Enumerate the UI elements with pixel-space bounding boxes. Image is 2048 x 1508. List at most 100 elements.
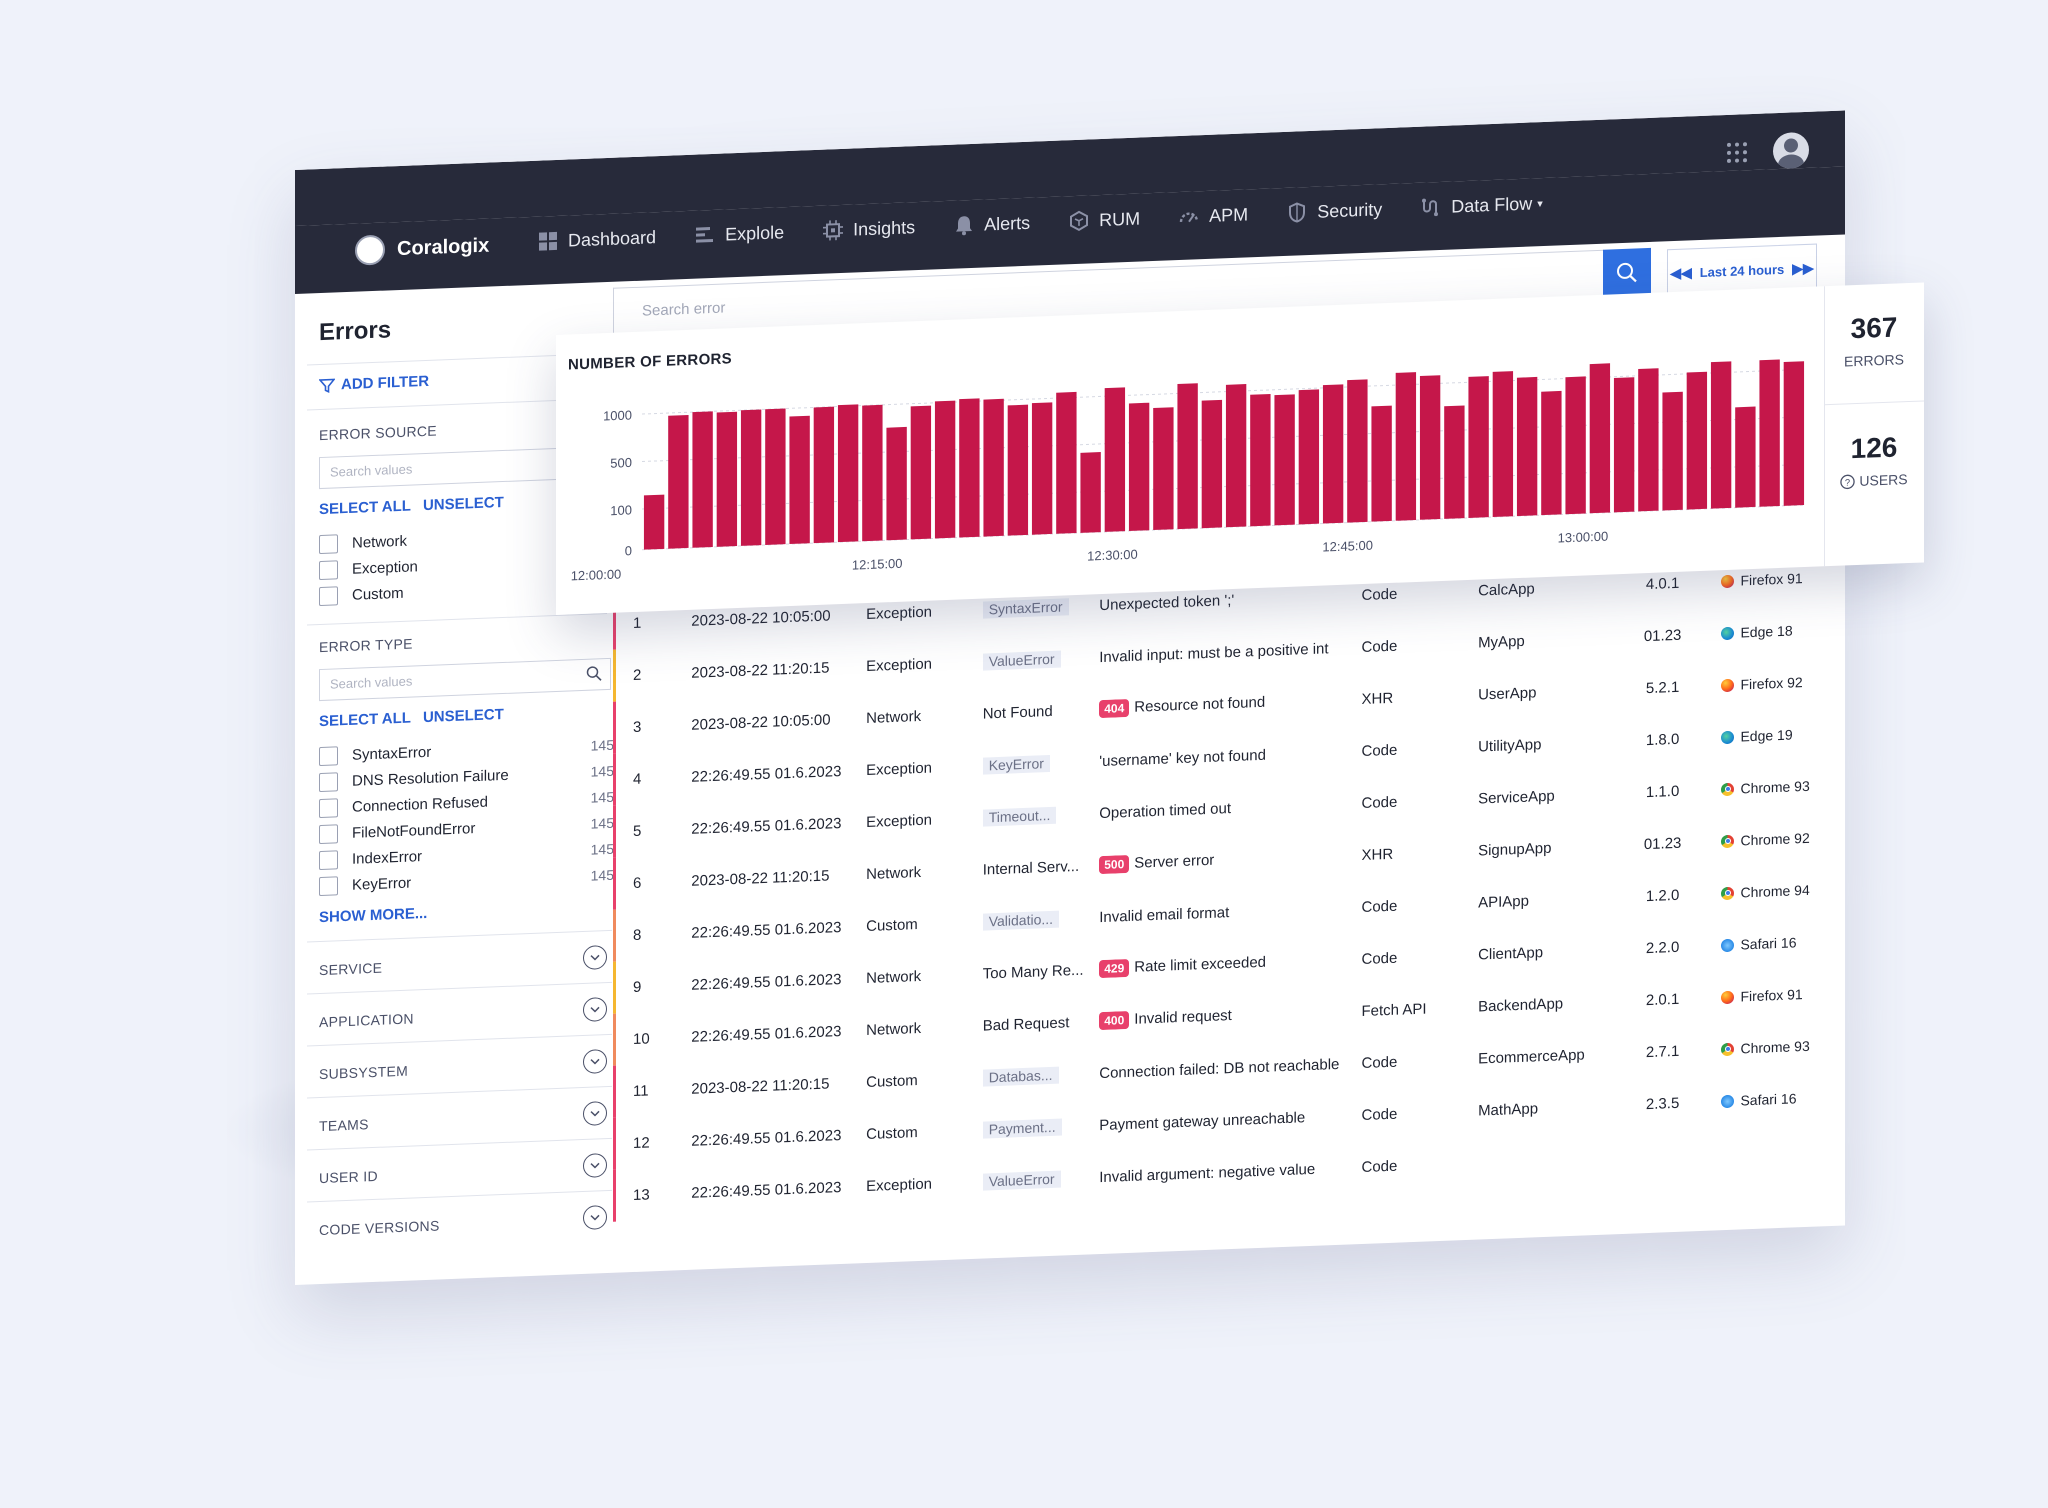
bar[interactable] — [1541, 390, 1562, 516]
severity-bar — [613, 961, 616, 1014]
accordion-user-id[interactable]: USER ID — [307, 1137, 612, 1203]
bar[interactable] — [1225, 384, 1247, 528]
bar[interactable] — [1371, 405, 1392, 522]
chevron-down-icon[interactable] — [583, 1049, 607, 1074]
bar[interactable] — [1274, 394, 1295, 526]
bar[interactable] — [1759, 359, 1780, 507]
select-all-link[interactable]: SELECT ALL — [319, 497, 411, 519]
checkbox[interactable] — [319, 771, 338, 792]
accordion-service[interactable]: SERVICE — [307, 929, 612, 995]
checkbox[interactable] — [319, 875, 338, 896]
chrome-icon — [1721, 1042, 1735, 1056]
chevron-down-icon[interactable] — [583, 1205, 607, 1230]
bar[interactable] — [983, 398, 1004, 537]
nav-explore[interactable]: Explole — [680, 213, 798, 256]
bar[interactable] — [1783, 361, 1805, 506]
nav-data-flow[interactable]: Data Flow ▾ — [1406, 184, 1557, 228]
bar[interactable] — [1250, 393, 1271, 527]
checkbox[interactable] — [319, 559, 338, 580]
checkbox[interactable] — [319, 849, 338, 870]
bar[interactable] — [716, 411, 738, 547]
errors-bar-chart: 0 100 500 1000 12:00:00 12:15:00 12:30:00 12:45… — [571, 359, 1806, 583]
bar[interactable] — [1735, 406, 1756, 508]
checkbox[interactable] — [319, 797, 338, 818]
bar[interactable] — [692, 411, 713, 548]
rewind-icon[interactable]: ◀◀ — [1670, 263, 1692, 281]
bar[interactable] — [1492, 371, 1514, 518]
bar[interactable] — [934, 400, 956, 539]
bar[interactable] — [862, 404, 883, 542]
show-more-link[interactable]: SHOW MORE... — [319, 904, 428, 927]
bar[interactable] — [1347, 379, 1368, 523]
bar[interactable] — [1565, 376, 1586, 515]
bar[interactable] — [643, 494, 665, 550]
nav-dashboard[interactable]: Dashboard — [523, 218, 670, 262]
chevron-down-icon[interactable] — [583, 997, 607, 1022]
bar[interactable] — [1516, 376, 1538, 517]
error-type-search-input[interactable] — [320, 660, 570, 699]
bar[interactable] — [1468, 376, 1489, 518]
bar[interactable] — [1322, 384, 1344, 524]
bar[interactable] — [959, 398, 980, 538]
chevron-down-icon[interactable] — [583, 945, 607, 970]
search-button[interactable] — [1603, 247, 1651, 298]
bar[interactable] — [1080, 452, 1101, 533]
select-all-link[interactable]: SELECT ALL — [319, 709, 411, 731]
bar[interactable] — [1201, 399, 1223, 529]
bar[interactable] — [1298, 389, 1320, 525]
checkbox[interactable] — [319, 745, 338, 766]
unselect-link[interactable]: UNSELECT — [422, 493, 504, 515]
bar[interactable] — [668, 414, 689, 549]
checkbox[interactable] — [319, 585, 338, 606]
logo[interactable]: Coralogix — [355, 231, 489, 266]
bar[interactable] — [1419, 375, 1441, 520]
accordion-teams[interactable]: TEAMS — [307, 1085, 612, 1151]
accordion-code-versions[interactable]: CODE VERSIONS — [307, 1189, 612, 1255]
bar[interactable] — [1128, 402, 1150, 531]
row-message: Connection failed: DB not reachable — [1099, 1055, 1340, 1082]
bar[interactable] — [813, 406, 835, 544]
row-browser-cell — [1701, 1149, 1838, 1154]
add-filter-button[interactable]: ADD FILTER — [319, 373, 429, 394]
checkbox[interactable] — [319, 533, 338, 554]
help-icon[interactable]: ? — [1840, 474, 1856, 490]
user-avatar[interactable] — [1773, 131, 1809, 170]
bar[interactable] — [1177, 383, 1198, 530]
nav-alerts[interactable]: Alerts — [939, 203, 1044, 245]
nav-apm[interactable]: APM — [1164, 195, 1262, 237]
bar[interactable] — [1395, 372, 1417, 521]
bar[interactable] — [1686, 371, 1708, 510]
bar[interactable] — [740, 409, 762, 546]
bar[interactable] — [789, 415, 810, 545]
bar[interactable] — [1031, 402, 1053, 535]
chevron-down-icon[interactable] — [583, 1153, 607, 1178]
bar[interactable] — [1662, 391, 1683, 511]
nav-insights[interactable]: Insights — [808, 208, 929, 251]
accordion-subsystem[interactable]: SUBSYSTEM — [307, 1033, 612, 1099]
bar[interactable] — [1056, 391, 1077, 534]
bar[interactable] — [765, 408, 786, 545]
bar[interactable] — [886, 426, 907, 541]
bar[interactable] — [1153, 407, 1174, 531]
checkbox[interactable] — [319, 823, 338, 844]
bar[interactable] — [1638, 368, 1659, 512]
bar[interactable] — [1007, 404, 1029, 536]
bar[interactable] — [1104, 387, 1126, 532]
bar[interactable] — [910, 405, 932, 540]
bar[interactable] — [1613, 377, 1635, 513]
error-source-search-input[interactable] — [320, 448, 570, 487]
bar[interactable] — [837, 404, 859, 543]
bar[interactable] — [1710, 361, 1732, 509]
nav-rum[interactable]: RUM — [1054, 199, 1154, 241]
bar[interactable] — [1444, 405, 1465, 519]
accordion-application[interactable]: APPLICATION — [307, 981, 612, 1047]
unselect-link[interactable]: UNSELECT — [422, 705, 504, 727]
apps-grid-icon[interactable] — [1727, 142, 1747, 163]
severity-bar — [613, 753, 616, 806]
fast-forward-icon[interactable]: ▶▶ — [1792, 259, 1814, 276]
nav-security[interactable]: Security — [1272, 190, 1396, 233]
chevron-down-icon[interactable] — [583, 1101, 607, 1126]
row-message: Payment gateway unreachable — [1099, 1108, 1306, 1134]
row-app: APIApp — [1478, 892, 1529, 912]
bar[interactable] — [1589, 363, 1611, 514]
